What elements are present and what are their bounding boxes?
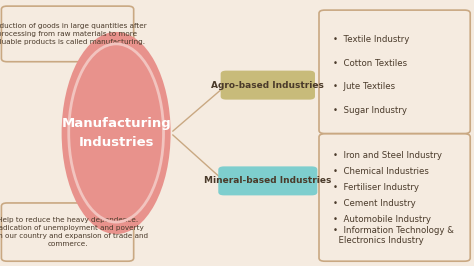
Text: •  Cement Industry: • Cement Industry [333,199,416,208]
Text: •  Sugar Industry: • Sugar Industry [333,106,407,115]
Text: Manufacturing
Industries: Manufacturing Industries [61,118,171,148]
Ellipse shape [62,32,171,234]
FancyBboxPatch shape [319,134,470,261]
Text: •  Information Technology &
  Electronics Industry: • Information Technology & Electronics I… [333,226,454,245]
Text: •  Automobile Industry: • Automobile Industry [333,215,431,224]
Text: Production of goods in large quantities after
processing from raw materials to m: Production of goods in large quantities … [0,23,147,45]
Text: •  Fertiliser Industry: • Fertiliser Industry [333,183,419,192]
FancyBboxPatch shape [1,203,134,261]
FancyBboxPatch shape [218,167,317,195]
FancyBboxPatch shape [1,6,134,62]
Text: •  Textile Industry: • Textile Industry [333,35,410,44]
Text: Agro-based Industries: Agro-based Industries [211,81,324,90]
Text: •  Chemical Industries: • Chemical Industries [333,167,429,176]
FancyBboxPatch shape [319,10,470,134]
FancyBboxPatch shape [220,70,315,99]
Text: Help to reduce the heavy dependence.
Eradication of unemployment and poverty
fro: Help to reduce the heavy dependence. Era… [0,217,149,247]
Text: Mineral-based Industries: Mineral-based Industries [204,176,331,185]
Text: •  Cotton Textiles: • Cotton Textiles [333,59,407,68]
Text: •  Iron and Steel Industry: • Iron and Steel Industry [333,151,442,160]
Text: •  Jute Textiles: • Jute Textiles [333,82,395,92]
